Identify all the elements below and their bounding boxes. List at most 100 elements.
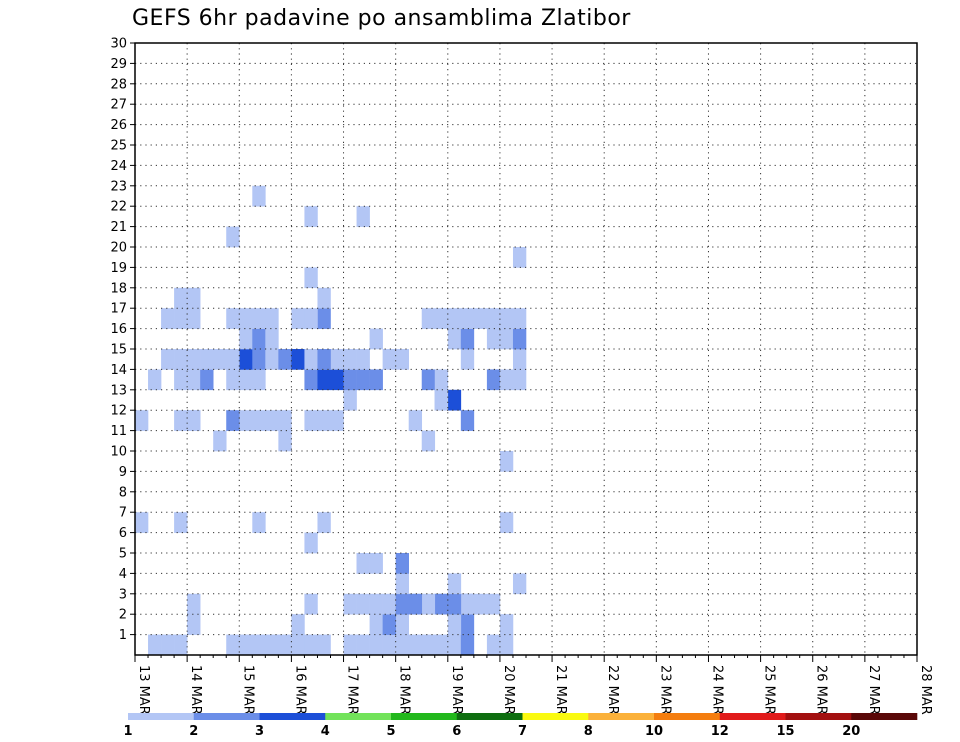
heatmap-cell xyxy=(434,634,449,656)
heatmap-cell xyxy=(512,369,527,391)
legend-swatch xyxy=(193,713,260,720)
heatmap-cell xyxy=(330,349,344,370)
x-tick-label: 22 MAR xyxy=(605,665,620,715)
heatmap-cell xyxy=(148,369,162,391)
heatmap-cell xyxy=(239,369,253,391)
heatmap-cell xyxy=(512,247,527,268)
heatmap-cell xyxy=(499,328,514,350)
heatmap-cell xyxy=(382,614,396,635)
heatmap-cell xyxy=(317,369,331,391)
heatmap-cell xyxy=(434,308,449,329)
heatmap-cell xyxy=(161,349,175,370)
y-tick-label: 21 xyxy=(110,220,127,235)
heatmap-cell xyxy=(382,634,396,656)
heatmap-cell xyxy=(447,634,462,656)
x-tick-label: 26 MAR xyxy=(814,665,829,715)
heatmap-cell xyxy=(499,614,514,635)
heatmap-cell xyxy=(343,634,357,656)
heatmap-cell xyxy=(395,349,409,370)
heatmap-cell xyxy=(252,634,266,656)
heatmap-cell xyxy=(252,369,266,391)
heatmap-cell xyxy=(278,634,292,656)
y-tick-label: 18 xyxy=(110,281,127,296)
heatmap-cell xyxy=(252,410,266,431)
y-tick-label: 24 xyxy=(110,159,127,174)
y-tick-label: 13 xyxy=(110,383,127,398)
heatmap-cell xyxy=(174,410,188,431)
y-tick-label: 29 xyxy=(110,57,127,72)
heatmap-cell xyxy=(291,308,305,329)
heatmap-cell xyxy=(174,349,188,370)
legend-label: 3 xyxy=(255,724,264,739)
heatmap-cell xyxy=(187,287,201,309)
legend-swatch xyxy=(259,713,326,720)
y-tick-label: 1 xyxy=(119,628,127,643)
heatmap-cell xyxy=(304,532,318,554)
legend: 1 2 3 4 5 6 7 8 10 12 15 20 xyxy=(123,713,918,739)
legend-label: 20 xyxy=(842,724,860,739)
heatmap-cell xyxy=(265,349,279,370)
heatmap-cell xyxy=(187,369,201,391)
heatmap-cell xyxy=(486,369,501,391)
heatmap-cell xyxy=(421,430,436,452)
y-tick-label: 5 xyxy=(119,547,127,562)
x-tick-label: 21 MAR xyxy=(553,665,568,715)
heatmap-cell xyxy=(278,430,292,452)
x-tick-label: 14 MAR xyxy=(188,665,203,715)
heatmap-cell xyxy=(460,410,475,431)
y-tick-label: 14 xyxy=(110,363,127,378)
heatmap-cell xyxy=(278,410,292,431)
heatmap-cell xyxy=(226,634,240,656)
heatmap-cell xyxy=(382,349,396,370)
heatmap-cell xyxy=(460,328,475,350)
heatmap-cell xyxy=(343,369,357,391)
heatmap-cell xyxy=(226,308,240,329)
legend-swatch xyxy=(128,713,195,720)
heatmap-cell xyxy=(447,328,462,350)
x-tick-label: 13 MAR xyxy=(136,665,151,715)
y-tick-label: 10 xyxy=(110,445,127,460)
heatmap-cell xyxy=(291,614,305,635)
heatmap-cell xyxy=(421,593,436,615)
heatmap-cell xyxy=(213,349,227,370)
y-tick-label: 25 xyxy=(110,139,127,154)
heatmap-cell xyxy=(174,287,188,309)
heatmap-cell xyxy=(265,634,279,656)
heatmap-cell xyxy=(395,593,409,615)
heatmap-cell xyxy=(239,410,253,431)
y-tick-label: 28 xyxy=(110,77,127,92)
heatmap-cell xyxy=(460,634,475,656)
heatmap-cell xyxy=(356,206,370,227)
heatmap-cell xyxy=(200,369,214,391)
heatmap-cell xyxy=(343,389,357,411)
heatmap-cell xyxy=(421,369,436,391)
legend-swatch xyxy=(719,713,786,720)
heatmap-cell xyxy=(304,634,318,656)
y-tick-label: 23 xyxy=(110,179,127,194)
heatmap-cell xyxy=(304,267,318,289)
legend-label: 15 xyxy=(776,724,794,739)
heatmap-cell xyxy=(148,634,162,656)
heatmap-cell xyxy=(499,451,514,472)
heatmap-cell xyxy=(512,308,527,329)
heatmap-cell xyxy=(408,634,423,656)
heatmap-cell xyxy=(252,308,266,329)
heatmap-cell xyxy=(304,308,318,329)
x-tick-label: 20 MAR xyxy=(501,665,516,715)
heatmap-cell xyxy=(356,634,370,656)
heatmap-cell xyxy=(213,430,227,452)
heatmap-cell xyxy=(174,369,188,391)
heatmap-cell xyxy=(369,328,383,350)
legend-swatch xyxy=(325,713,392,720)
x-tick-label: 15 MAR xyxy=(240,665,255,715)
y-tick-label: 15 xyxy=(110,343,127,358)
heatmap-cell xyxy=(239,328,253,350)
heatmap-cell xyxy=(369,634,383,656)
heatmap-cell xyxy=(226,226,240,248)
heatmap-cell xyxy=(252,185,266,207)
heatmap-cell xyxy=(291,634,305,656)
legend-label: 7 xyxy=(518,724,527,739)
y-tick-label: 8 xyxy=(119,485,127,500)
heatmap-cell xyxy=(356,553,370,574)
legend-label: 4 xyxy=(321,724,330,739)
